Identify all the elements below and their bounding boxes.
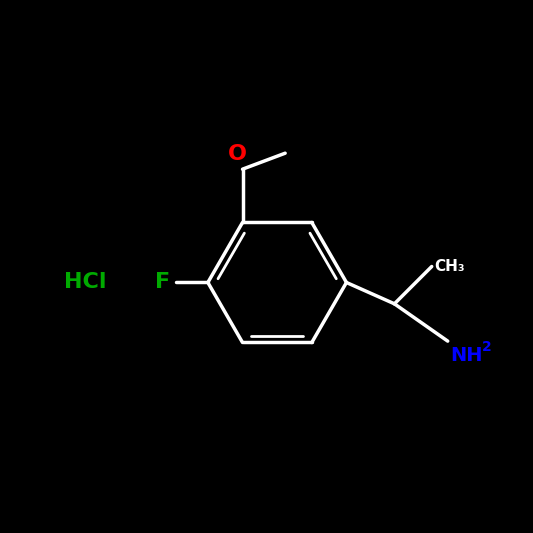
Text: HCl: HCl bbox=[64, 272, 107, 293]
Text: 2: 2 bbox=[482, 340, 492, 354]
Text: O: O bbox=[228, 144, 247, 164]
Text: NH: NH bbox=[450, 346, 483, 366]
Text: CH₃: CH₃ bbox=[434, 259, 465, 274]
Text: F: F bbox=[156, 272, 171, 293]
